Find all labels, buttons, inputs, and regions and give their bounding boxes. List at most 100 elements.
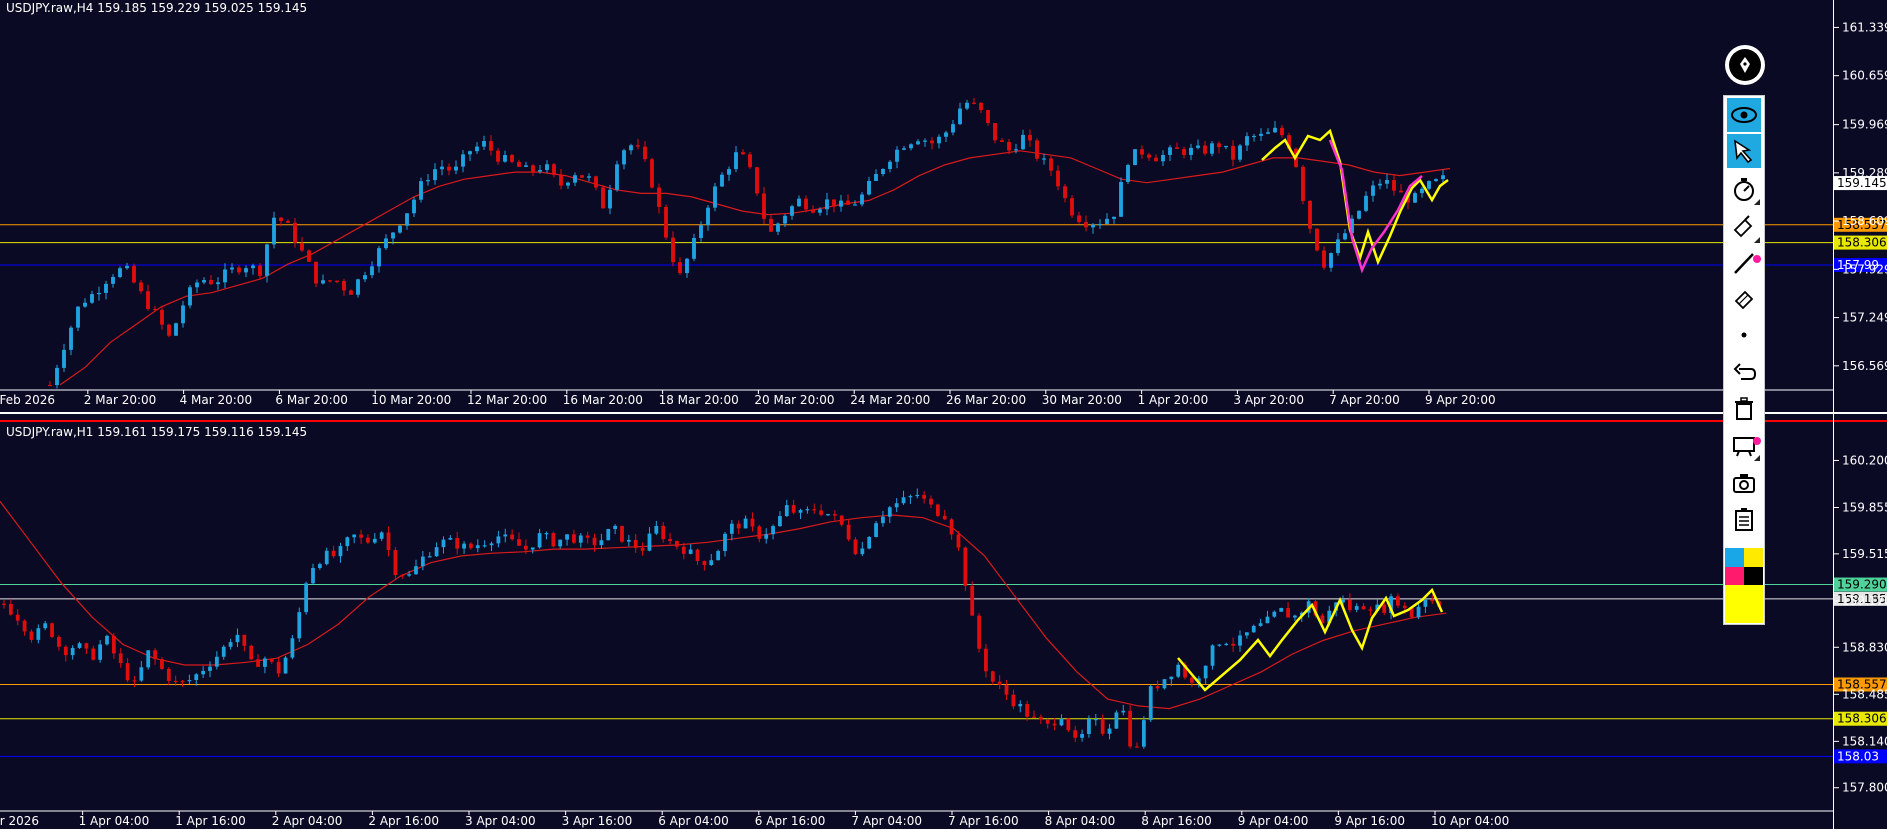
price-tick-label: 160.200 (1842, 453, 1887, 467)
price-level-tag (1833, 217, 1887, 232)
time-tick-label: 10 Mar 20:00 (371, 393, 451, 407)
h4-time-axis[interactable]: 5 Feb 2026 2 Mar 20:00 4 Mar 20:00 6 Mar 20… (0, 389, 1833, 407)
candle-body (1375, 604, 1380, 611)
candle-body (91, 648, 96, 660)
candle-body (1251, 625, 1256, 633)
candle-body (1161, 154, 1165, 162)
candle-body (391, 232, 395, 239)
h4-magenta-zigzag[interactable] (1328, 139, 1423, 274)
screenshot-button[interactable] (1727, 466, 1761, 500)
candle-body (496, 536, 501, 544)
candle-body (949, 519, 954, 535)
candle-body (22, 620, 27, 632)
candle-body (530, 547, 535, 550)
time-tick-label: 9 Apr 16:00 (1334, 814, 1405, 828)
logo-button[interactable] (1725, 45, 1765, 85)
candle-body (125, 265, 129, 269)
color-swatch-selected-yellow[interactable] (1725, 585, 1763, 623)
candle-body (1052, 723, 1057, 726)
candle-body (1301, 166, 1305, 201)
candle-body (153, 650, 157, 660)
candle-body (867, 536, 872, 549)
candle-body (359, 534, 363, 538)
candle-body (1140, 149, 1144, 155)
eraser-button[interactable] (1727, 282, 1761, 316)
board-button[interactable] (1727, 428, 1761, 462)
color-swatch-black[interactable] (1744, 567, 1763, 585)
candle-body (678, 262, 682, 274)
candle-body (661, 525, 666, 540)
candle-body (860, 548, 865, 555)
candle-body (1190, 677, 1194, 683)
h4-yellow-zigzag[interactable] (1261, 128, 1449, 266)
candle-body (1203, 145, 1207, 154)
candle-body (965, 102, 969, 109)
candle-body (69, 327, 73, 350)
candle-body (572, 534, 576, 543)
candle-body (643, 146, 647, 160)
candle-body (187, 680, 192, 682)
candle-body (1114, 712, 1119, 729)
h1-moving-average (0, 501, 1447, 710)
candle-body (778, 516, 782, 527)
candle-body (1427, 181, 1431, 189)
candle-body (784, 505, 789, 517)
time-tick-label: 7 Apr 04:00 (851, 814, 922, 828)
candle-body (702, 560, 707, 566)
candle-body (1011, 694, 1016, 707)
candle-body (741, 152, 745, 155)
candle-body (366, 537, 370, 543)
h1-price-axis[interactable]: 160.200 159.855 159.515 159.170 158.830 158.4… (1833, 453, 1887, 795)
candle-body (420, 556, 425, 567)
candle-body (706, 207, 710, 226)
highlighter-button[interactable] (1727, 210, 1761, 244)
color-swatch-yellow[interactable] (1744, 548, 1763, 567)
candle-body (29, 631, 34, 640)
candle-body (1168, 147, 1172, 155)
candle-body (1245, 136, 1249, 146)
price-level-tag (1833, 235, 1887, 250)
candle-body (622, 150, 626, 165)
timer-button[interactable] (1727, 172, 1761, 206)
clipboard-button[interactable] (1727, 502, 1761, 536)
cursor-button[interactable] (1727, 134, 1761, 168)
price-tick-label: 159.969 (1842, 118, 1887, 132)
candle-body (997, 681, 1002, 685)
candle-body (894, 503, 899, 508)
h1-yellow-zigzag[interactable] (1177, 587, 1444, 692)
candle-body (895, 149, 899, 162)
price-level-label: 158.306 (1837, 236, 1887, 250)
candle-body (208, 666, 212, 671)
time-tick-label: 5 Feb 2026 (0, 393, 55, 407)
highlighter-pen-icon (1733, 215, 1753, 238)
eye-button[interactable] (1727, 98, 1761, 132)
candle-body (1265, 616, 1270, 624)
h4-price-axis[interactable]: 161.339160.659159.969159.289158.609157.9… (1833, 20, 1887, 373)
candle-body (414, 566, 418, 575)
candle-body (650, 159, 654, 188)
h4-manual-drawings[interactable] (1261, 128, 1449, 274)
h1-time-axis[interactable]: Mar 2026 1 Apr 04:00 1 Apr 16:00 2 Apr 04:0… (0, 810, 1833, 828)
price-level-label: 159.290 (1837, 578, 1887, 592)
color-swatch-cyan[interactable] (1725, 548, 1744, 567)
pane-separator[interactable] (0, 412, 1887, 414)
candle-body (356, 279, 360, 295)
h1-manual-drawings[interactable] (1177, 587, 1444, 692)
color-swatch-magenta[interactable] (1725, 567, 1744, 585)
candle-body (503, 155, 507, 162)
delete-button[interactable] (1727, 392, 1761, 426)
candle-body (1210, 645, 1215, 666)
candle-body (256, 659, 260, 667)
candle-body (578, 535, 583, 543)
h4-horizontal-levels[interactable]: 158.557 158.306 157.99 (0, 217, 1887, 273)
line-tool-button[interactable] (1727, 246, 1761, 280)
dot-size-button[interactable] (1727, 318, 1761, 352)
undo-button[interactable] (1727, 356, 1761, 390)
board-color-dot-icon (1753, 437, 1761, 445)
candle-body (146, 650, 151, 668)
candle-body (427, 556, 432, 558)
candle-body (825, 199, 829, 210)
current-price-label: 159.145 (1837, 176, 1887, 190)
h4-pane[interactable]: 158.557 158.306 157.99 USDJPY.raw,H4 159.1… (0, 1, 1887, 407)
